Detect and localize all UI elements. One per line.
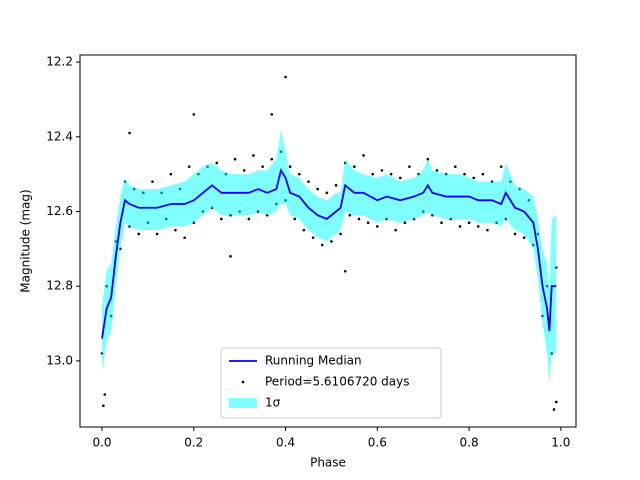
data-point — [481, 172, 485, 176]
data-point — [174, 228, 177, 232]
legend-label: Running Median — [265, 354, 362, 368]
y-tick-label: 12.6 — [46, 204, 73, 218]
data-point — [288, 165, 292, 168]
data-point — [362, 154, 365, 157]
data-point — [440, 221, 443, 224]
data-point — [307, 180, 310, 183]
data-point — [458, 225, 462, 228]
x-tick-label: 1.0 — [551, 436, 570, 450]
data-point — [348, 213, 352, 217]
data-point — [128, 131, 131, 135]
data-point — [293, 217, 297, 221]
data-point — [169, 172, 173, 176]
data-point — [215, 161, 219, 165]
data-point — [403, 221, 407, 224]
sigma-band — [102, 129, 557, 384]
data-point — [261, 165, 264, 168]
data-point — [554, 400, 558, 404]
data-point — [302, 228, 306, 232]
y-axis-label: Magnitude (mag) — [19, 189, 33, 292]
data-point — [463, 172, 466, 176]
data-point — [343, 269, 347, 273]
x-axis-label: Phase — [310, 456, 346, 470]
data-point — [325, 191, 329, 195]
data-point — [476, 225, 480, 228]
data-point — [233, 157, 237, 161]
data-point — [371, 172, 375, 176]
data-point — [376, 225, 379, 228]
y-tick-label: 13.0 — [46, 353, 73, 367]
data-point — [155, 232, 159, 236]
data-point — [252, 154, 255, 157]
data-point — [552, 408, 556, 411]
median-line — [101, 168, 557, 339]
data-point — [467, 221, 471, 224]
data-point — [472, 176, 475, 180]
data-point — [242, 169, 246, 172]
data-point — [137, 232, 141, 236]
data-point — [320, 243, 324, 247]
data-point — [394, 228, 397, 232]
data-point — [334, 184, 338, 187]
data-point — [187, 165, 191, 168]
y-tick-label: 12.4 — [46, 129, 73, 143]
legend-swatch — [229, 398, 257, 408]
data-point — [486, 228, 489, 232]
data-point — [220, 217, 223, 221]
data-point — [330, 240, 333, 243]
data-point — [102, 404, 105, 408]
legend-label: Period=5.6106720 days — [265, 375, 410, 389]
data-point — [183, 236, 186, 239]
y-tick-label: 12.2 — [46, 55, 73, 69]
data-point — [270, 113, 274, 116]
data-point — [357, 217, 361, 221]
legend-box — [220, 347, 442, 419]
legend-label: 1σ — [265, 396, 281, 410]
x-tick-label: 0.0 — [92, 436, 111, 450]
data-point — [192, 113, 196, 116]
data-point — [380, 169, 384, 172]
x-tick-label: 0.8 — [460, 436, 479, 450]
axes-frame — [79, 54, 577, 428]
legend-swatch — [241, 380, 245, 384]
x-tick-label: 0.2 — [184, 436, 203, 450]
data-point — [311, 236, 315, 239]
data-point — [316, 187, 319, 191]
data-point — [426, 157, 430, 161]
data-point — [284, 75, 287, 79]
data-point — [247, 217, 251, 221]
data-point — [454, 165, 457, 168]
data-point — [298, 172, 301, 176]
data-point — [103, 393, 107, 396]
data-point — [522, 236, 526, 239]
plot-area — [100, 75, 558, 411]
x-tick-label: 0.4 — [276, 436, 295, 450]
data-point — [151, 180, 154, 183]
data-point — [353, 165, 356, 168]
data-point — [270, 157, 274, 161]
y-tick-label: 12.8 — [46, 279, 73, 293]
data-point — [435, 169, 439, 172]
data-point — [366, 221, 370, 224]
data-point — [408, 165, 411, 168]
data-point — [499, 165, 503, 168]
data-point — [229, 255, 232, 258]
data-point — [513, 232, 517, 236]
x-tick-label: 0.6 — [368, 436, 387, 450]
data-point — [389, 172, 393, 176]
data-point — [339, 232, 342, 236]
data-point — [398, 176, 402, 180]
